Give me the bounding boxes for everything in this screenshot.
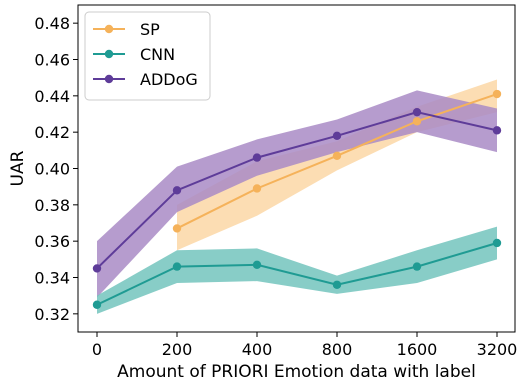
y-tick-label: 0.38 — [34, 196, 70, 215]
x-tick-label: 0 — [92, 340, 102, 359]
point-cnn — [332, 280, 342, 289]
legend-label-addog: ADDoG — [140, 70, 198, 89]
point-addog — [172, 186, 182, 195]
y-tick-label: 0.46 — [34, 51, 70, 70]
point-addog — [252, 153, 262, 162]
line-cnn — [96, 242, 498, 306]
point-addog — [92, 264, 102, 273]
point-addog — [412, 107, 422, 117]
y-tick-label: 0.42 — [34, 123, 70, 142]
y-tick-label: 0.36 — [34, 232, 70, 251]
point-cnn — [412, 262, 422, 271]
y-tick-label: 0.40 — [34, 160, 70, 179]
legend: SP CNN ADDoG — [84, 11, 211, 101]
point-cnn — [252, 260, 262, 269]
point-cnn — [172, 262, 182, 271]
point-sp — [172, 224, 182, 233]
point-sp — [412, 117, 422, 126]
band-cnn — [97, 226, 497, 314]
point-addog — [492, 126, 502, 135]
point-sp — [492, 89, 502, 99]
point-addog — [332, 131, 342, 140]
point-cnn — [492, 238, 502, 248]
x-tick-label: 800 — [322, 340, 353, 359]
y-tick-label: 0.44 — [34, 87, 70, 106]
legend-marker-addog — [104, 74, 114, 84]
legend-marker-sp — [104, 24, 114, 34]
x-axis-ticks: 0 200 400 800 1600 3200 — [92, 332, 517, 359]
x-tick-label: 3200 — [477, 340, 518, 359]
line-addog — [96, 111, 498, 270]
y-tick-label: 0.48 — [34, 14, 70, 33]
legend-marker-cnn — [104, 49, 114, 59]
point-cnn — [92, 300, 102, 309]
x-tick-label: 200 — [162, 340, 193, 359]
y-axis-ticks: 0.32 0.34 0.36 0.38 0.40 0.42 0.44 0.46 0.48 — [34, 14, 78, 324]
x-axis-label: Amount of PRIORI Emotion data with label — [117, 362, 476, 382]
y-tick-label: 0.32 — [34, 305, 70, 324]
y-tick-label: 0.34 — [34, 269, 70, 288]
legend-label-cnn: CNN — [140, 45, 175, 64]
legend-label-sp: SP — [140, 20, 160, 39]
point-sp — [252, 184, 262, 193]
x-tick-label: 400 — [242, 340, 273, 359]
point-sp — [332, 151, 342, 160]
series-points — [92, 89, 502, 309]
x-tick-label: 1600 — [397, 340, 438, 359]
y-axis-label: UAR — [8, 150, 28, 186]
